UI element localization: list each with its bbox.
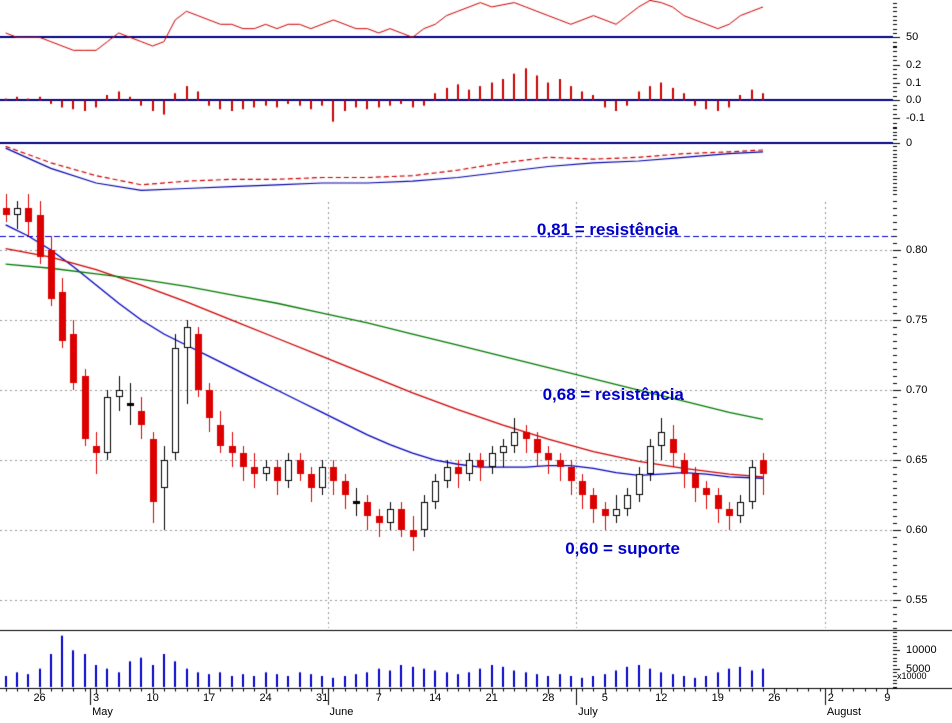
candlestick-chart-canvas[interactable] — [0, 0, 952, 723]
chart-window: 0,81 = resistência 0,68 = resistência 0,… — [0, 0, 952, 723]
